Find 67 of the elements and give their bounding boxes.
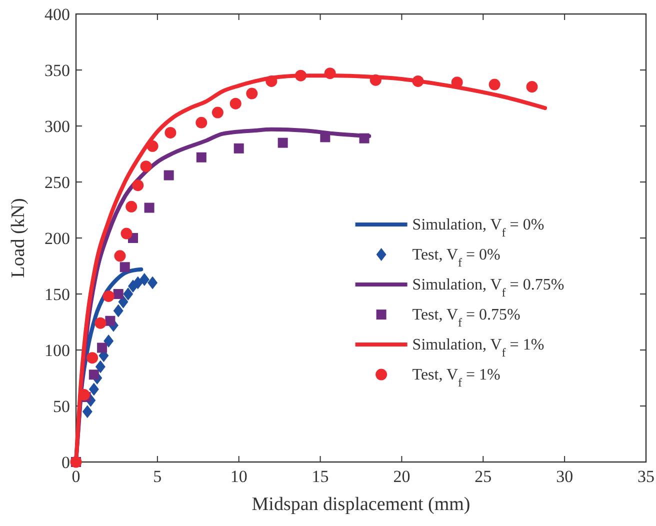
point (488, 78, 500, 90)
point (120, 228, 132, 240)
legend-label: Test, V$_{f}$ = 1% (412, 366, 500, 390)
y-axis-title: Load (kN) (8, 198, 29, 278)
point (113, 304, 124, 318)
point (86, 352, 98, 364)
y-tick-label: 200 (44, 229, 70, 248)
point (82, 405, 92, 418)
point (146, 140, 158, 152)
point (104, 334, 114, 348)
x-axis-title: Midspan displacement (mm) (252, 494, 470, 515)
point (324, 68, 336, 80)
y-tick-label: 350 (44, 61, 70, 80)
y-tick-label: 300 (44, 117, 70, 136)
point (230, 98, 242, 110)
point (132, 276, 143, 290)
point (105, 316, 116, 326)
point (148, 276, 158, 290)
point (102, 290, 114, 302)
point (97, 342, 108, 353)
x-tick-label: 25 (474, 467, 492, 486)
point (118, 295, 128, 308)
point (266, 75, 278, 87)
x-tick-label: 5 (153, 467, 162, 486)
point (88, 370, 99, 380)
point (234, 143, 244, 154)
point (196, 116, 208, 128)
legend-label: Test, V$_{f}$ = 0.75% (412, 306, 520, 330)
point (212, 106, 224, 118)
x-tick-label: 15 (312, 467, 329, 486)
legend-label: Simulation, V$_{f}$ = 0.75% (412, 276, 564, 300)
y-tick-label: 400 (44, 5, 70, 24)
x-tick-label: 30 (556, 467, 574, 486)
point (196, 152, 206, 162)
point (139, 272, 150, 286)
point (294, 70, 306, 82)
y-tick-label: 100 (44, 341, 70, 360)
legend-label: Simulation, V$_{f}$ = 1% (412, 336, 544, 360)
x-tick-label: 20 (393, 467, 410, 486)
point (370, 74, 382, 86)
x-tick-label: 35 (638, 467, 654, 486)
legend-label: Simulation, V$_{f}$ = 0% (412, 216, 544, 240)
point (278, 138, 288, 148)
point (132, 180, 144, 192)
point (78, 389, 90, 401)
y-tick-label: 150 (44, 285, 70, 304)
point (164, 170, 174, 180)
point (88, 382, 99, 396)
legend-label: Test, V$_{f}$ = 0% (412, 246, 500, 270)
point (114, 250, 126, 262)
point (144, 202, 154, 213)
point (120, 262, 130, 272)
y-tick-label: 250 (44, 173, 70, 192)
point (359, 133, 370, 144)
y-tick-label: 50 (53, 397, 70, 416)
point (126, 200, 138, 212)
point (164, 126, 176, 138)
point (94, 317, 106, 329)
point (246, 88, 258, 100)
x-tick-label: 10 (230, 467, 248, 486)
point (412, 75, 424, 87)
point (123, 288, 134, 300)
y-tick-label: 0 (62, 453, 70, 472)
point (113, 289, 124, 299)
point (140, 160, 152, 172)
point (526, 81, 538, 93)
point (95, 360, 106, 374)
